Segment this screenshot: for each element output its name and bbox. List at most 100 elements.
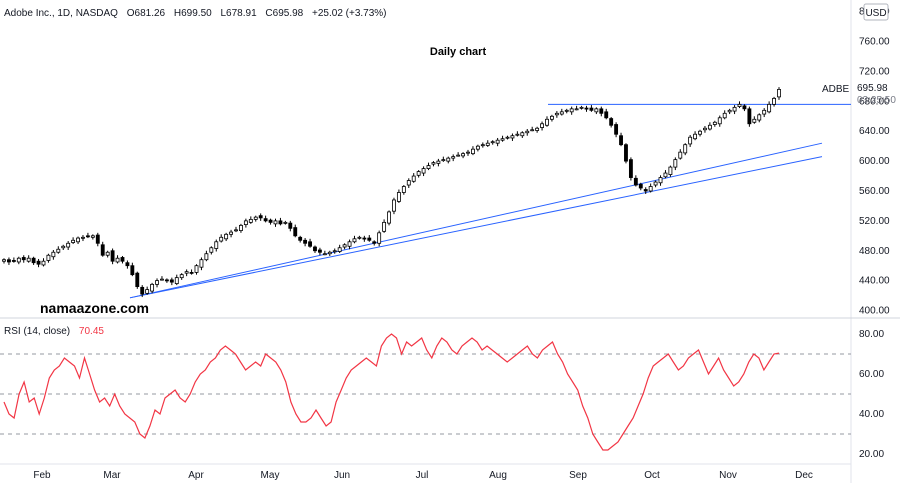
lower-trendline[interactable]: [129, 156, 823, 299]
rsi-axis[interactable]: 20.00 40.00 60.00 80.00: [859, 329, 884, 460]
candle-body-down: [21, 257, 26, 261]
candle-body-up: [525, 130, 530, 134]
candle-body-up: [545, 118, 549, 126]
candle: [263, 215, 268, 223]
candle-body-up: [673, 159, 678, 168]
candle: [619, 132, 623, 147]
candle-body-down: [317, 249, 322, 253]
candle: [456, 152, 461, 157]
candle: [174, 274, 179, 286]
candle: [2, 258, 6, 264]
candle-body-up: [243, 220, 248, 226]
rsi-tick-label: 80.00: [859, 329, 884, 340]
candle-body-up: [66, 242, 71, 248]
drawn-lines[interactable]: [129, 103, 851, 299]
candle-body-up: [762, 109, 767, 115]
candle-body-down: [31, 257, 36, 264]
price-tick-label: 440.00: [859, 276, 890, 287]
candle-body-up: [703, 127, 707, 131]
candle: [614, 122, 619, 138]
candle-body-up: [81, 236, 85, 239]
candle-body-up: [658, 177, 663, 184]
candle: [100, 241, 105, 257]
candle: [658, 175, 663, 186]
candle-body-up: [273, 220, 278, 225]
candle: [243, 218, 248, 228]
candle: [475, 144, 480, 152]
candle: [426, 162, 431, 171]
candle: [76, 236, 80, 245]
candle: [105, 250, 110, 258]
candle-body-up: [712, 121, 717, 125]
time-tick-label: Jun: [334, 470, 350, 481]
candle: [421, 166, 426, 177]
candle: [569, 106, 574, 115]
candle: [179, 273, 184, 280]
candle: [624, 143, 628, 164]
high-value: H699.50: [174, 8, 212, 19]
candle-body-up: [475, 145, 480, 150]
candle-body-up: [717, 117, 722, 125]
upper-trendline[interactable]: [129, 142, 823, 299]
candle: [189, 269, 194, 275]
currency-label: USD: [865, 8, 886, 19]
time-axis[interactable]: Feb Mar Apr May Jun Jul Aug Sep Oct Nov Dec: [33, 470, 813, 481]
candle-body-up: [505, 136, 510, 139]
candle-body-up: [466, 151, 470, 154]
candle: [589, 105, 594, 112]
candle: [401, 185, 406, 195]
candle: [130, 262, 135, 277]
rsi-tick-label: 40.00: [859, 409, 884, 420]
candle: [21, 255, 26, 263]
candle-body-up: [387, 211, 391, 224]
candle-body-up: [559, 111, 564, 115]
candle: [322, 250, 327, 256]
candle-body-down: [638, 183, 643, 189]
candle-body-down: [313, 246, 317, 252]
candle-body-up: [160, 278, 164, 281]
candle-body-up: [431, 162, 436, 165]
candle-body-up: [767, 103, 772, 113]
candle-body-down: [372, 241, 377, 244]
candle-body-up: [549, 115, 554, 120]
candle-body-up: [204, 253, 209, 261]
candle-body-down: [135, 272, 140, 288]
candle-body-down: [609, 118, 614, 126]
candle: [727, 108, 732, 115]
candle-body-up: [446, 157, 451, 162]
candle: [26, 255, 31, 263]
candle-body-up: [569, 108, 574, 113]
candle: [36, 258, 41, 268]
candle: [155, 278, 159, 288]
candle-body-up: [253, 216, 258, 220]
candle: [273, 218, 278, 227]
candle: [559, 108, 564, 116]
candle: [125, 260, 130, 269]
candle: [441, 156, 446, 162]
candle: [505, 135, 510, 140]
candle-body-up: [382, 221, 387, 232]
candle-body-up: [347, 241, 352, 247]
candle: [431, 161, 436, 167]
candle-body-up: [732, 106, 737, 112]
candle-body-up: [540, 123, 544, 128]
candle: [268, 218, 273, 225]
price-tick-label: 760.00: [859, 37, 890, 48]
candle-body-up: [752, 118, 757, 123]
candle-body-up: [105, 251, 110, 256]
candle-body-up: [653, 181, 658, 186]
candle: [545, 116, 549, 127]
candle-body-down: [367, 237, 372, 241]
candle: [293, 224, 298, 238]
candle-body-down: [293, 227, 298, 237]
bar-countdown: 03:25:50: [857, 95, 896, 106]
candle-body-down: [584, 107, 589, 110]
candle-body-up: [179, 274, 184, 279]
rsi-tick-label: 20.00: [859, 449, 884, 460]
candle: [500, 135, 505, 142]
candle-body-up: [451, 156, 456, 159]
candle-body-down: [747, 108, 752, 125]
currency-button[interactable]: [863, 3, 889, 21]
candle-body-up: [495, 139, 500, 144]
